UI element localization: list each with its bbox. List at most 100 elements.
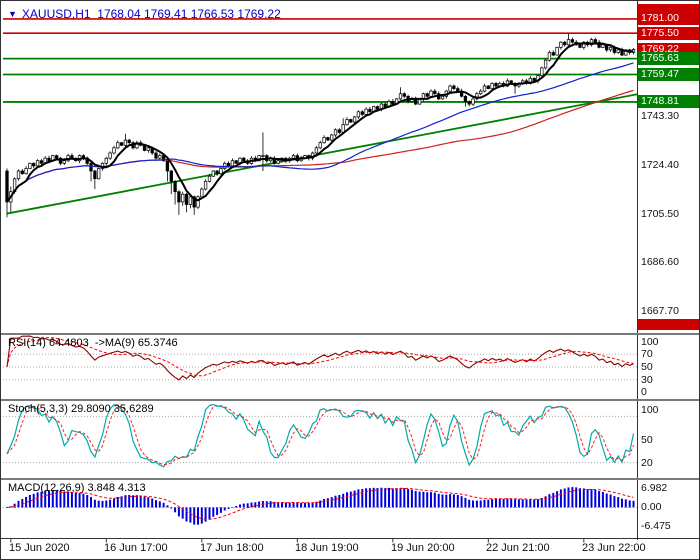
candle — [28, 162, 32, 170]
candle — [104, 156, 108, 166]
stoch-axis-label: 100 — [641, 404, 659, 416]
rsi-axis-label: 30 — [641, 374, 653, 386]
candle — [368, 106, 372, 113]
candle — [234, 160, 238, 165]
stoch-main-line — [6, 403, 635, 468]
candle — [89, 162, 93, 182]
candle — [177, 190, 181, 215]
candle — [196, 195, 200, 210]
time-label: 18 Jun 19:00 — [295, 542, 359, 554]
candle — [322, 135, 326, 144]
candle — [601, 44, 605, 49]
rsi-panel-title: RSI(14) 64.4803 ->MA(9) 65.3746 — [8, 337, 178, 349]
candle — [326, 136, 330, 141]
candle — [215, 170, 219, 176]
candle — [479, 89, 483, 96]
trendline[interactable] — [6, 93, 638, 215]
time-label: 15 Jun 2020 — [9, 542, 70, 554]
price-axis-label: 1743.30 — [641, 110, 679, 122]
candle — [181, 191, 185, 206]
price-line-badge: 1748.81 — [638, 95, 699, 108]
candle — [146, 146, 150, 153]
rsi-axis-label: 70 — [641, 348, 653, 360]
panel-separator[interactable] — [1, 399, 699, 401]
candle — [337, 128, 341, 135]
candle — [119, 141, 124, 146]
macd-axis-label: 6.982 — [641, 482, 668, 494]
panel-separator[interactable] — [1, 478, 699, 480]
stoch-axis-label: 50 — [641, 434, 653, 446]
candle — [540, 66, 544, 78]
price-line-badge: 1781.00 — [638, 12, 699, 25]
candle — [467, 100, 471, 107]
candle — [93, 169, 97, 190]
macd-signal-line — [6, 487, 634, 520]
candle — [32, 162, 36, 169]
candle — [24, 166, 28, 175]
candle — [158, 153, 162, 160]
candle — [173, 180, 177, 205]
price-line-badge: 1759.47 — [638, 68, 699, 81]
candle — [184, 192, 189, 213]
candle — [39, 159, 44, 165]
stoch-axis-label: 20 — [641, 457, 653, 469]
candle — [203, 179, 208, 191]
candle — [578, 44, 582, 49]
candle — [169, 169, 173, 195]
candle — [211, 170, 215, 177]
candle — [433, 89, 437, 96]
candle — [108, 151, 112, 160]
candle — [261, 132, 265, 171]
offscreen-line-marker-top — [638, 4, 699, 12]
candle — [547, 50, 552, 62]
candle — [230, 158, 235, 167]
candle — [440, 95, 445, 100]
candle — [47, 155, 51, 162]
candle — [219, 167, 223, 176]
candle — [364, 107, 368, 116]
candle — [154, 151, 158, 160]
price-axis-label: 1667.70 — [641, 305, 679, 317]
candle — [570, 37, 575, 44]
candle — [123, 133, 128, 147]
candle — [555, 46, 559, 56]
time-label: 17 Jun 18:00 — [200, 542, 264, 554]
candle — [345, 117, 349, 126]
time-label: 19 Jun 20:00 — [391, 542, 455, 554]
candle — [471, 97, 475, 106]
panel-separator[interactable] — [1, 333, 699, 335]
candle — [360, 110, 364, 116]
rsi-ma-line — [6, 336, 634, 377]
macd-axis-label: -6.475 — [641, 520, 671, 532]
candle — [314, 146, 319, 155]
candle — [356, 110, 361, 119]
candle — [333, 128, 338, 137]
candle — [566, 33, 571, 46]
candle — [330, 133, 334, 143]
candle — [532, 77, 536, 82]
rsi-axis-label: 100 — [641, 336, 659, 348]
candle — [200, 187, 204, 199]
candle — [563, 40, 567, 47]
macd-axis-label: 0.00 — [641, 501, 662, 513]
time-label: 16 Jun 17:00 — [104, 542, 168, 554]
candle — [608, 45, 613, 52]
time-label: 22 Jun 21:00 — [486, 542, 550, 554]
candle — [318, 140, 322, 150]
chart-title: ▼ XAUUSD,H1 1768.04 1769.41 1766.53 1769.… — [8, 7, 281, 21]
price-line-badge: 1775.50 — [638, 27, 699, 40]
candle — [127, 138, 131, 145]
candle — [452, 84, 456, 91]
time-label: 23 Jun 22:00 — [582, 542, 646, 554]
rsi-axis-label: 0 — [641, 386, 647, 398]
candle — [402, 92, 406, 99]
candle — [448, 84, 452, 94]
candle — [543, 58, 548, 70]
candle — [349, 118, 353, 123]
stoch-signal-line — [6, 404, 634, 466]
candle — [482, 83, 487, 93]
candle — [112, 145, 116, 155]
